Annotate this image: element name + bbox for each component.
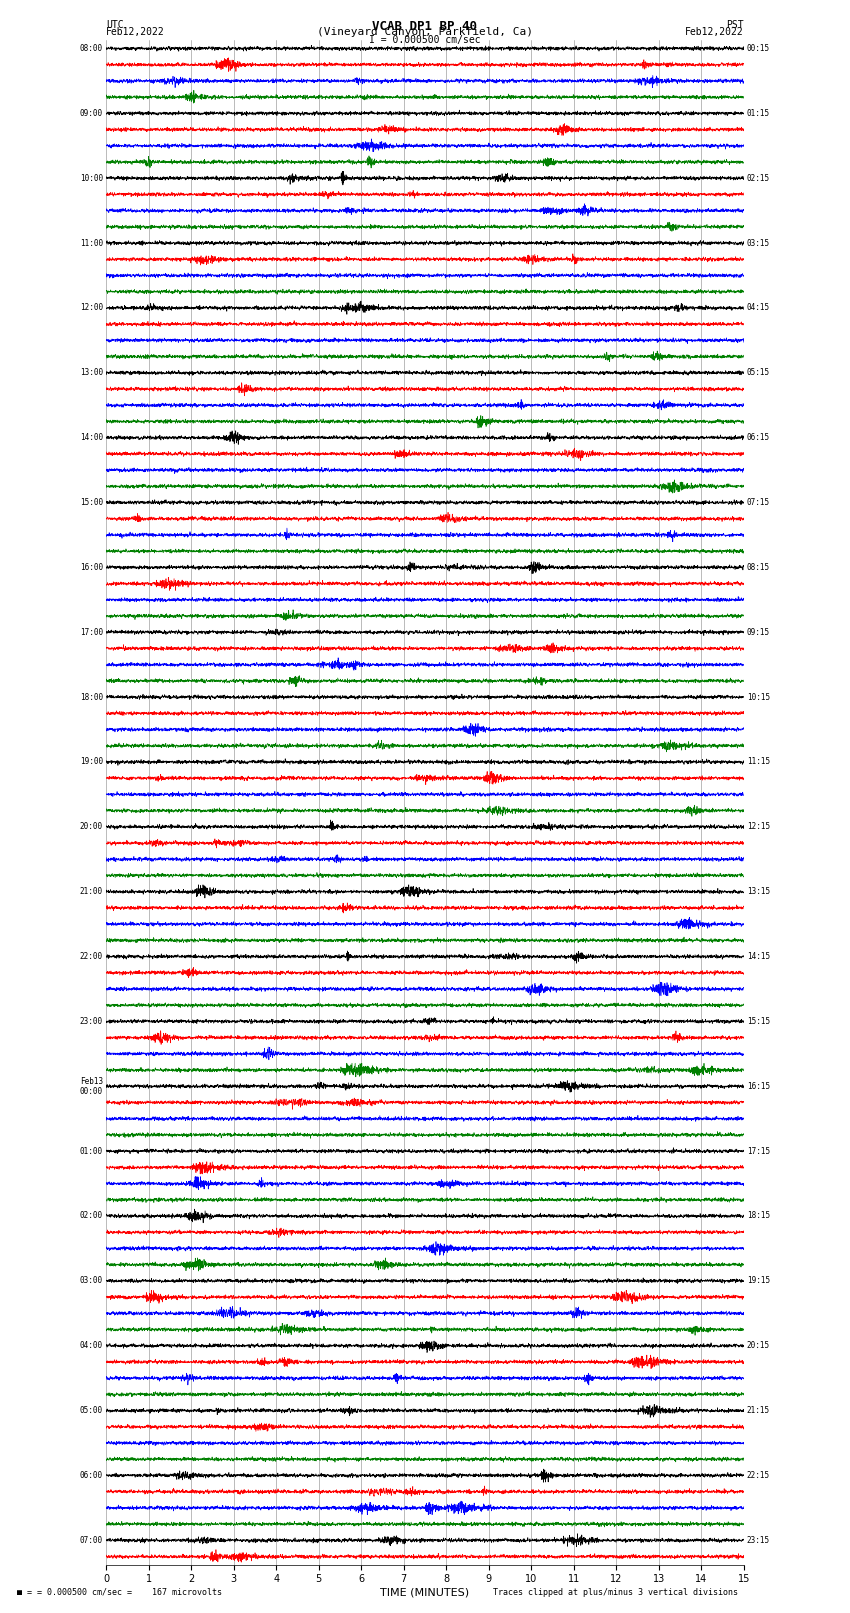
Text: UTC: UTC (106, 19, 124, 31)
Text: 04:00: 04:00 (80, 1340, 103, 1350)
Text: Feb12,2022: Feb12,2022 (106, 26, 165, 37)
Text: 05:00: 05:00 (80, 1407, 103, 1415)
Text: 20:00: 20:00 (80, 823, 103, 831)
Text: 09:15: 09:15 (747, 627, 770, 637)
Text: 10:15: 10:15 (747, 692, 770, 702)
Text: 14:15: 14:15 (747, 952, 770, 961)
Text: VCAB DP1 BP 40: VCAB DP1 BP 40 (372, 19, 478, 34)
Text: Traces clipped at plus/minus 3 vertical divisions: Traces clipped at plus/minus 3 vertical … (493, 1587, 738, 1597)
Text: 22:00: 22:00 (80, 952, 103, 961)
Text: 19:15: 19:15 (747, 1276, 770, 1286)
Text: 12:00: 12:00 (80, 303, 103, 313)
Text: 01:00: 01:00 (80, 1147, 103, 1155)
Text: 06:00: 06:00 (80, 1471, 103, 1479)
X-axis label: TIME (MINUTES): TIME (MINUTES) (381, 1587, 469, 1597)
Text: 14:00: 14:00 (80, 434, 103, 442)
Text: 17:00: 17:00 (80, 627, 103, 637)
Text: 21:00: 21:00 (80, 887, 103, 897)
Text: 15:15: 15:15 (747, 1016, 770, 1026)
Text: 18:15: 18:15 (747, 1211, 770, 1221)
Text: 19:00: 19:00 (80, 758, 103, 766)
Text: 23:15: 23:15 (747, 1536, 770, 1545)
Text: 16:00: 16:00 (80, 563, 103, 573)
Text: 06:15: 06:15 (747, 434, 770, 442)
Text: 00:15: 00:15 (747, 44, 770, 53)
Text: 09:00: 09:00 (80, 108, 103, 118)
Text: 11:00: 11:00 (80, 239, 103, 247)
Text: 07:15: 07:15 (747, 498, 770, 506)
Text: 04:15: 04:15 (747, 303, 770, 313)
Text: 10:00: 10:00 (80, 174, 103, 182)
Text: PST: PST (726, 19, 744, 31)
Text: 02:15: 02:15 (747, 174, 770, 182)
Text: 08:00: 08:00 (80, 44, 103, 53)
Text: 23:00: 23:00 (80, 1016, 103, 1026)
Text: 12:15: 12:15 (747, 823, 770, 831)
Text: I = 0.000500 cm/sec: I = 0.000500 cm/sec (369, 35, 481, 45)
Text: 08:15: 08:15 (747, 563, 770, 573)
Text: 18:00: 18:00 (80, 692, 103, 702)
Text: 13:15: 13:15 (747, 887, 770, 897)
Text: 20:15: 20:15 (747, 1340, 770, 1350)
Text: 15:00: 15:00 (80, 498, 103, 506)
Text: 03:15: 03:15 (747, 239, 770, 247)
Text: 01:15: 01:15 (747, 108, 770, 118)
Text: Feb13
00:00: Feb13 00:00 (80, 1077, 103, 1095)
Text: Feb12,2022: Feb12,2022 (685, 26, 744, 37)
Text: 02:00: 02:00 (80, 1211, 103, 1221)
Text: 05:15: 05:15 (747, 368, 770, 377)
Text: 03:00: 03:00 (80, 1276, 103, 1286)
Text: 22:15: 22:15 (747, 1471, 770, 1479)
Text: 11:15: 11:15 (747, 758, 770, 766)
Text: 07:00: 07:00 (80, 1536, 103, 1545)
Text: 16:15: 16:15 (747, 1082, 770, 1090)
Text: 13:00: 13:00 (80, 368, 103, 377)
Text: (Vineyard Canyon, Parkfield, Ca): (Vineyard Canyon, Parkfield, Ca) (317, 26, 533, 37)
Text: 21:15: 21:15 (747, 1407, 770, 1415)
Text: ■ = = 0.000500 cm/sec =    167 microvolts: ■ = = 0.000500 cm/sec = 167 microvolts (17, 1587, 222, 1597)
Text: 17:15: 17:15 (747, 1147, 770, 1155)
